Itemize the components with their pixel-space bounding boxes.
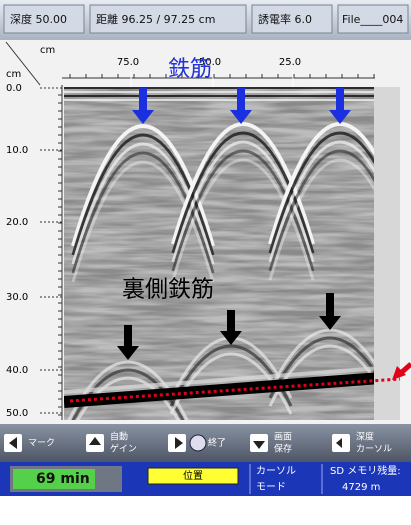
unit-left: cm [6,69,21,80]
gpr-screen: 深度 50.00 距離 96.25 / 97.25 cm 誘電率 6.0 Fil… [0,0,411,525]
back-rebar-label: 裏側鉄筋 [122,277,214,303]
depth: 深度 50.00 [10,12,67,26]
button-label: ゲイン [110,443,137,455]
cursor-mode: カーソル [256,465,296,477]
y-tick-label: 0.0 [6,83,22,94]
memory: SD メモリ残量: [330,464,401,477]
arrow-shaft [326,293,334,318]
y-tick-label: 30.0 [6,292,28,303]
y-tick-label: 20.0 [6,217,28,228]
button-label: 自動 [110,431,128,443]
button-label: 保存 [274,443,292,455]
y-tick-label: 10.0 [6,145,28,156]
arrow-shaft [237,88,245,112]
button-label: 画面 [274,432,292,443]
arrow-shaft [336,88,344,112]
radargram [64,87,410,438]
cursor-mode: モード [256,482,286,493]
x-tick-label: 25.0 [279,57,301,68]
memory: 4729 m [342,482,380,493]
file: File____004 [342,13,403,26]
button-icon-extra [190,435,206,451]
arrow-shaft [139,88,147,112]
button-label: マーク [28,438,55,449]
button-label: カーソル [356,444,392,455]
button-label: 深度 [356,431,374,443]
position: 位置 [183,469,203,482]
permittivity: 誘電率 6.0 [258,12,312,26]
x-tick-label: 75.0 [117,57,139,68]
arrow-shaft [124,325,132,348]
y-tick-label: 50.0 [6,408,28,419]
rebar-label: 鉄筋 [168,57,212,82]
y-tick-label: 40.0 [6,365,28,376]
arrow-shaft [227,310,235,333]
top-fields: 深度 50.00 距離 96.25 / 97.25 cm 誘電率 6.0 Fil… [4,5,408,33]
time: 69 min [36,471,90,487]
distance: 距離 96.25 / 97.25 cm [96,12,215,26]
unit-top: cm [40,45,55,56]
button-label: 終了 [208,437,226,449]
